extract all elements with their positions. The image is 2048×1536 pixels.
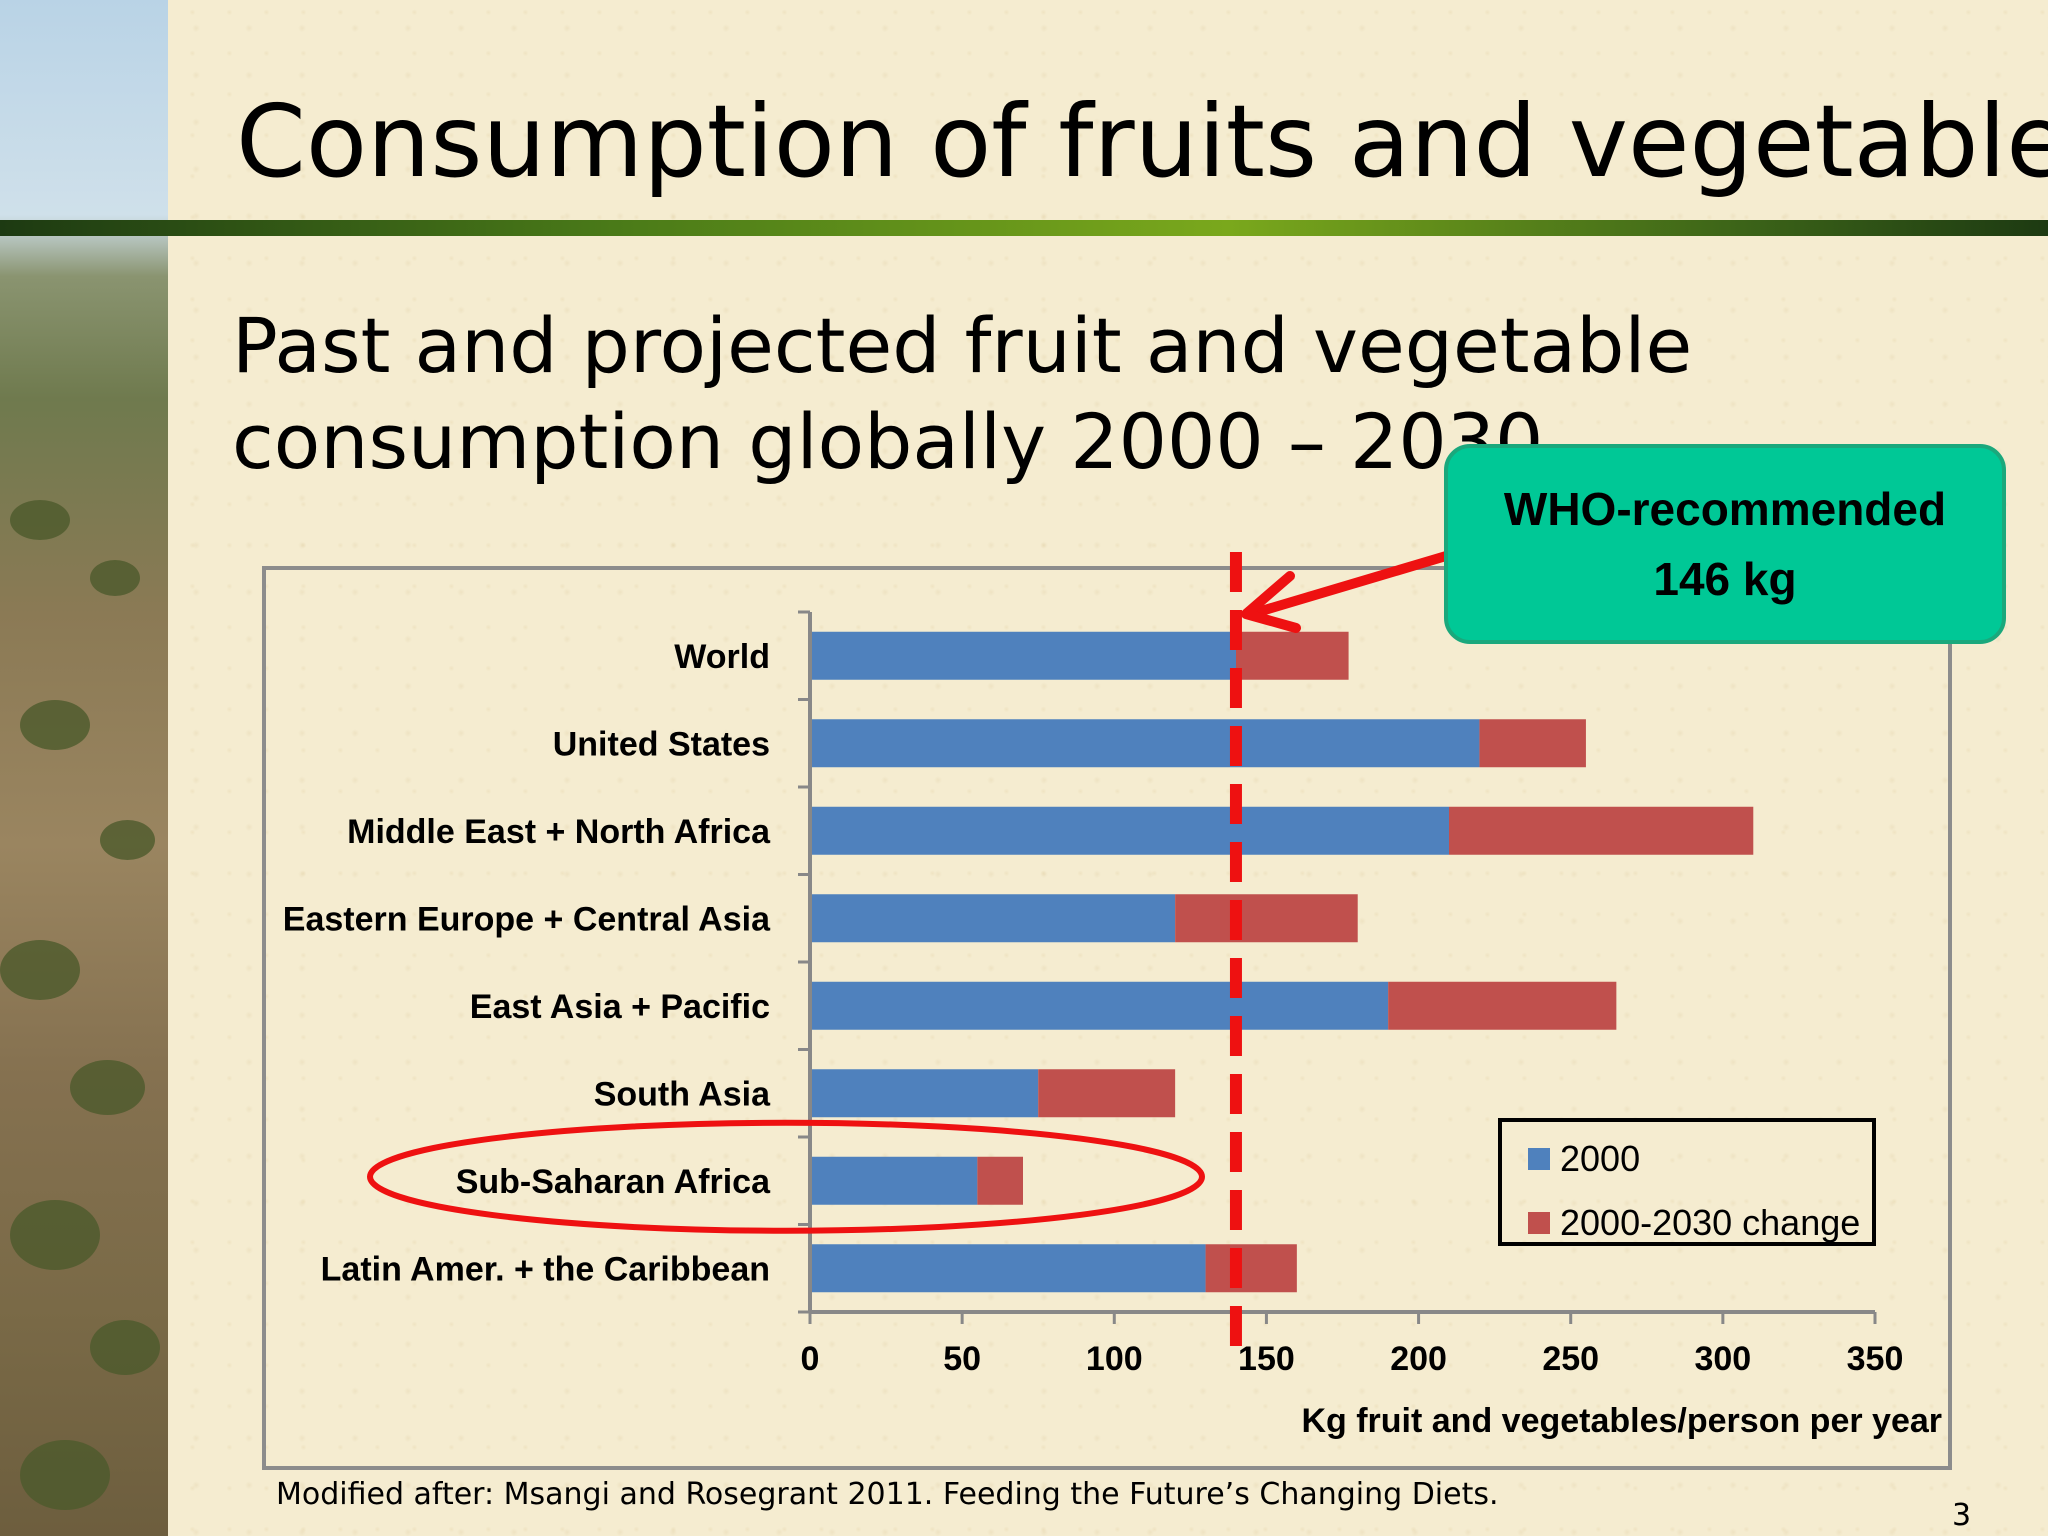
- category-label-4: East Asia + Pacific: [470, 988, 770, 1026]
- legend-item-change: 2000-2030 change: [1528, 1202, 1860, 1244]
- source-citation: Modified after: Msangi and Rosegrant 201…: [276, 1477, 1499, 1512]
- bar-change-2: [1449, 806, 1754, 855]
- x-tick-label-7: 350: [1847, 1340, 1904, 1378]
- x-tick-label-4: 200: [1390, 1340, 1447, 1378]
- bar-change-5: [1038, 1069, 1176, 1118]
- category-label-7: Latin Amer. + the Caribbean: [321, 1250, 770, 1288]
- category-label-0: World: [674, 638, 770, 676]
- bar-2000-6: [810, 1156, 978, 1205]
- x-axis-title: Kg fruit and vegetables/person per year: [1301, 1402, 1942, 1440]
- slide-number: 3: [1952, 1498, 1972, 1533]
- subtitle-line-1: Past and projected fruit and vegetable: [232, 301, 1693, 390]
- title-divider-bar: [0, 220, 2048, 236]
- legend-label-change: 2000-2030 change: [1560, 1202, 1861, 1243]
- bar-change-4: [1388, 981, 1617, 1030]
- slide-title: Consumption of fruits and vegetables: [236, 83, 2048, 200]
- chart-legend: 2000 2000-2030 change: [1498, 1118, 1876, 1246]
- slide-subtitle: Past and projected fruit and vegetable c…: [232, 298, 1693, 490]
- annotation-layer: [367, 551, 1451, 1346]
- x-tick-label-2: 100: [1086, 1340, 1143, 1378]
- background-photo-strip: [0, 0, 168, 1536]
- bar-change-7: [1205, 1244, 1297, 1293]
- who-recommendation-callout: WHO-recommended 146 kg: [1444, 444, 2006, 644]
- bar-2000-4: [810, 981, 1389, 1030]
- subtitle-line-2: consumption globally 2000 – 2030: [232, 397, 1544, 486]
- bar-change-0: [1236, 631, 1349, 680]
- bar-2000-1: [810, 719, 1480, 768]
- highlight-ellipse: [367, 1119, 1205, 1234]
- legend-label-2000: 2000: [1560, 1138, 1641, 1179]
- x-tick-label-6: 300: [1694, 1340, 1751, 1378]
- chart-frame: [262, 566, 1952, 1470]
- callout-line-1: WHO-recommended: [1503, 483, 1947, 535]
- legend-item-2000: 2000: [1528, 1138, 1640, 1180]
- callout-arrow-head: [1241, 571, 1301, 633]
- bar-2000-0: [810, 631, 1236, 680]
- bar-2000-7: [810, 1244, 1206, 1293]
- x-tick-label-0: 0: [801, 1340, 820, 1378]
- x-tick-label-1: 50: [943, 1340, 981, 1378]
- category-label-1: United States: [553, 725, 770, 763]
- callout-line-2: 146 kg: [1653, 553, 1797, 605]
- axes-layer: [798, 610, 1877, 1324]
- legend-swatch-change: [1528, 1212, 1550, 1234]
- category-label-3: Eastern Europe + Central Asia: [283, 900, 771, 938]
- bar-change-3: [1175, 894, 1358, 943]
- bar-2000-2: [810, 806, 1449, 855]
- labels-layer: World United States Middle East + North Af…: [283, 638, 1942, 1440]
- category-label-5: South Asia: [594, 1075, 771, 1113]
- bar-change-1: [1479, 719, 1586, 768]
- legend-swatch-2000: [1528, 1148, 1550, 1170]
- bar-2000-3: [810, 894, 1176, 943]
- bar-change-6: [977, 1156, 1023, 1205]
- callout-arrow-shaft: [1253, 551, 1451, 617]
- bars-layer: [810, 631, 1754, 1293]
- x-tick-label-5: 250: [1542, 1340, 1599, 1378]
- bar-2000-5: [810, 1069, 1039, 1118]
- category-label-6: Sub-Saharan Africa: [456, 1163, 771, 1201]
- category-label-2: Middle East + North Africa: [347, 813, 771, 851]
- x-tick-label-3: 150: [1238, 1340, 1295, 1378]
